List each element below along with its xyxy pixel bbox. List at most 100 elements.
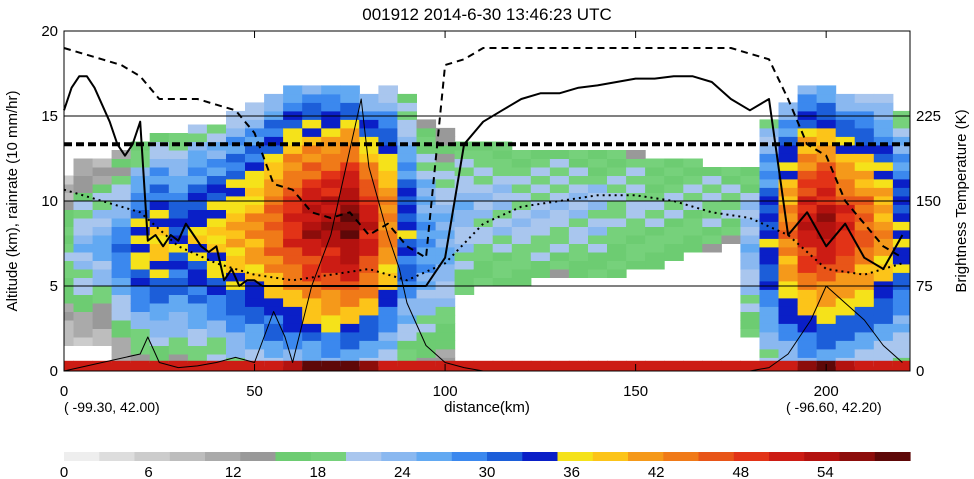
reflectivity-cell (892, 195, 911, 205)
reflectivity-cell (778, 314, 799, 324)
reflectivity-cell (359, 348, 379, 358)
reflectivity-cell (321, 187, 341, 197)
surface-cell (130, 360, 151, 371)
reflectivity-cell (873, 272, 894, 282)
reflectivity-cell (340, 306, 360, 316)
reflectivity-cell (797, 314, 818, 324)
reflectivity-cell (626, 192, 646, 202)
reflectivity-cell (264, 178, 284, 188)
reflectivity-cell (626, 243, 646, 253)
reflectivity-cell (264, 212, 284, 222)
reflectivity-cell (245, 136, 265, 146)
reflectivity-cell (416, 306, 437, 316)
reflectivity-cell (797, 212, 818, 222)
reflectivity-cell (302, 238, 322, 248)
reflectivity-cell (778, 246, 799, 256)
reflectivity-cell (149, 294, 170, 304)
reflectivity-cell (340, 161, 360, 171)
reflectivity-cell (321, 272, 341, 282)
reflectivity-cell (492, 269, 513, 278)
reflectivity-cell (340, 323, 360, 333)
reflectivity-cell (92, 311, 113, 321)
reflectivity-cell (854, 195, 875, 205)
reflectivity-cell (378, 323, 398, 333)
left-tick-label: 15 (41, 108, 58, 125)
reflectivity-cell (359, 110, 379, 120)
reflectivity-cell (73, 260, 94, 270)
reflectivity-cell (226, 255, 246, 265)
reflectivity-cell (626, 184, 646, 193)
reflectivity-cell (588, 167, 608, 176)
reflectivity-cell (492, 226, 513, 236)
reflectivity-column (740, 167, 760, 371)
reflectivity-cell (340, 289, 360, 299)
colorbar-segment (416, 452, 453, 461)
reflectivity-cell (454, 260, 475, 270)
reflectivity-cell (892, 212, 911, 222)
reflectivity-cell (340, 272, 360, 282)
reflectivity-cell (226, 331, 246, 341)
reflectivity-cell (416, 136, 437, 146)
reflectivity-cell (340, 246, 360, 256)
reflectivity-column (816, 85, 837, 371)
reflectivity-cell (416, 161, 437, 171)
reflectivity-cell (549, 150, 570, 159)
reflectivity-cell (683, 175, 703, 185)
reflectivity-cell (264, 263, 284, 273)
reflectivity-cell (187, 184, 208, 193)
reflectivity-cell (778, 306, 799, 316)
reflectivity-cell (778, 187, 799, 197)
reflectivity-cell (568, 226, 589, 236)
reflectivity-cell (416, 255, 437, 265)
reflectivity-cell (511, 175, 532, 185)
left-tick-label: 20 (41, 23, 58, 40)
reflectivity-cell (130, 277, 151, 287)
reflectivity-cell (816, 85, 837, 95)
reflectivity-cell (378, 110, 398, 120)
reflectivity-cell (283, 119, 303, 129)
reflectivity-cell (626, 158, 646, 168)
reflectivity-cell (835, 297, 856, 307)
reflectivity-cell (130, 320, 151, 329)
reflectivity-cell (778, 204, 799, 214)
reflectivity-cell (168, 158, 189, 168)
reflectivity-cell (759, 340, 780, 350)
reflectivity-cell (340, 238, 360, 248)
reflectivity-cell (130, 260, 151, 270)
reflectivity-cell (892, 229, 911, 239)
reflectivity-cell (892, 272, 911, 282)
reflectivity-cell (892, 280, 911, 290)
reflectivity-cell (835, 255, 856, 265)
reflectivity-cell (645, 175, 665, 185)
reflectivity-cell (740, 320, 760, 329)
reflectivity-cell (454, 252, 475, 261)
reflectivity-cell (378, 314, 398, 324)
reflectivity-cell (340, 93, 360, 103)
reflectivity-cell (816, 229, 837, 239)
reflectivity-cell (588, 260, 608, 270)
reflectivity-column (64, 175, 74, 371)
reflectivity-cell (892, 238, 911, 248)
reflectivity-column (492, 141, 513, 371)
reflectivity-cell (835, 153, 856, 163)
reflectivity-cell (778, 323, 799, 333)
reflectivity-cell (892, 306, 911, 316)
reflectivity-cell (778, 102, 799, 112)
reflectivity-cell (378, 102, 398, 112)
reflectivity-cell (607, 243, 627, 253)
colorbar-segment (64, 452, 100, 461)
reflectivity-cell (854, 161, 875, 171)
reflectivity-cell (359, 102, 379, 112)
reflectivity-cell (454, 218, 475, 227)
reflectivity-cell (321, 110, 341, 120)
reflectivity-cell (378, 238, 398, 248)
surface-cell (111, 360, 132, 371)
reflectivity-cell (378, 187, 398, 197)
reflectivity-cell (92, 226, 113, 236)
reflectivity-cell (264, 153, 284, 163)
reflectivity-column (130, 141, 151, 371)
reflectivity-cell (302, 119, 322, 129)
surface-cell (283, 360, 303, 371)
reflectivity-cell (778, 144, 799, 154)
reflectivity-cell (740, 226, 760, 236)
